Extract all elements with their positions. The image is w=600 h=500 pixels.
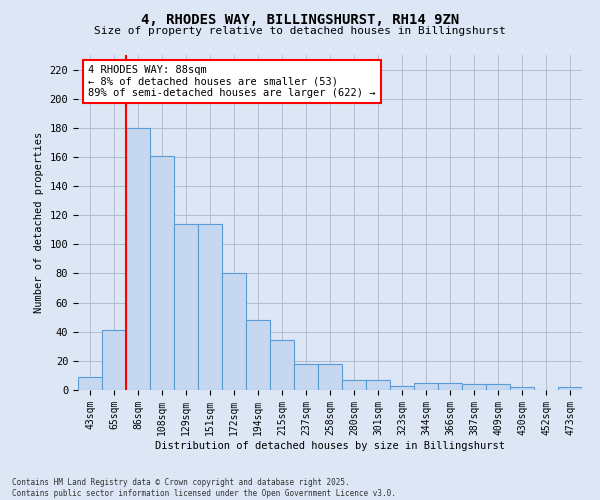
Text: 4 RHODES WAY: 88sqm
← 8% of detached houses are smaller (53)
89% of semi-detache: 4 RHODES WAY: 88sqm ← 8% of detached hou… <box>88 65 376 98</box>
Bar <box>222 274 246 390</box>
Text: Contains HM Land Registry data © Crown copyright and database right 2025.
Contai: Contains HM Land Registry data © Crown c… <box>12 478 396 498</box>
Text: 4, RHODES WAY, BILLINGSHURST, RH14 9ZN: 4, RHODES WAY, BILLINGSHURST, RH14 9ZN <box>141 12 459 26</box>
Bar <box>150 156 174 390</box>
Bar <box>366 380 390 390</box>
Bar <box>198 224 222 390</box>
Text: Size of property relative to detached houses in Billingshurst: Size of property relative to detached ho… <box>94 26 506 36</box>
Bar <box>414 382 438 390</box>
Bar <box>558 387 582 390</box>
Bar <box>462 384 486 390</box>
Bar <box>342 380 366 390</box>
Bar <box>102 330 126 390</box>
Y-axis label: Number of detached properties: Number of detached properties <box>34 132 44 313</box>
Bar <box>486 384 510 390</box>
Bar <box>438 382 462 390</box>
Bar <box>318 364 342 390</box>
Bar <box>246 320 270 390</box>
Bar <box>294 364 318 390</box>
Bar <box>390 386 414 390</box>
Bar <box>510 387 534 390</box>
Bar <box>126 128 150 390</box>
Bar <box>78 377 102 390</box>
Bar <box>270 340 294 390</box>
Bar <box>174 224 198 390</box>
X-axis label: Distribution of detached houses by size in Billingshurst: Distribution of detached houses by size … <box>155 440 505 450</box>
